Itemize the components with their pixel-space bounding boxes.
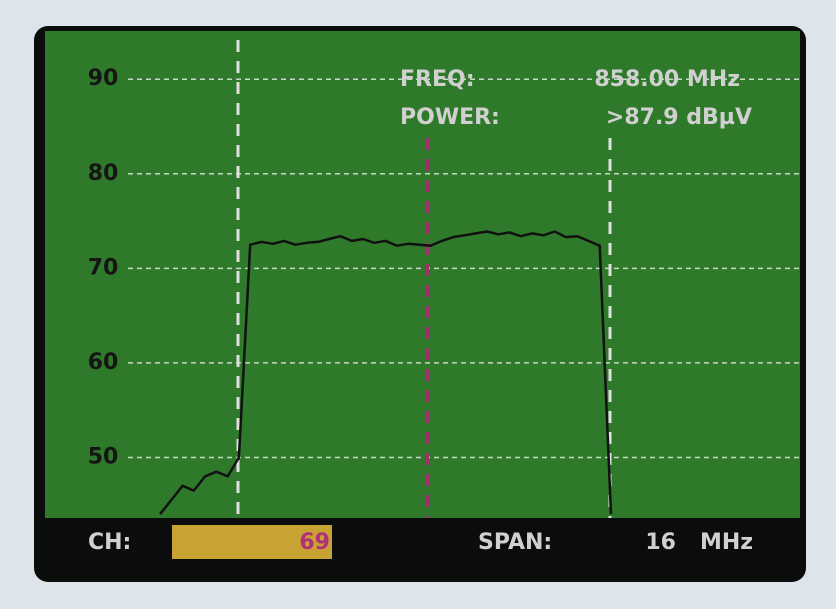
span-value: 16 — [645, 530, 676, 555]
span-unit: MHz — [700, 530, 753, 555]
ch-value: 69 — [299, 530, 330, 555]
freq-label: FREQ: — [400, 67, 475, 92]
power-value: >87.9 dBµV — [606, 105, 752, 130]
spectrum-trace — [159, 230, 613, 515]
y-tick-label: 80 — [88, 161, 119, 186]
channel-box — [172, 525, 332, 559]
plot-area — [45, 31, 800, 518]
freq-value: 858.00 MHz — [594, 67, 740, 92]
y-tick-label: 70 — [88, 255, 119, 280]
y-tick-label: 60 — [88, 350, 119, 375]
ch-label: CH: — [88, 530, 131, 555]
span-label: SPAN: — [478, 530, 552, 555]
power-label: POWER: — [400, 105, 500, 130]
y-tick-label: 90 — [88, 66, 119, 91]
y-tick-label: 50 — [88, 444, 119, 469]
